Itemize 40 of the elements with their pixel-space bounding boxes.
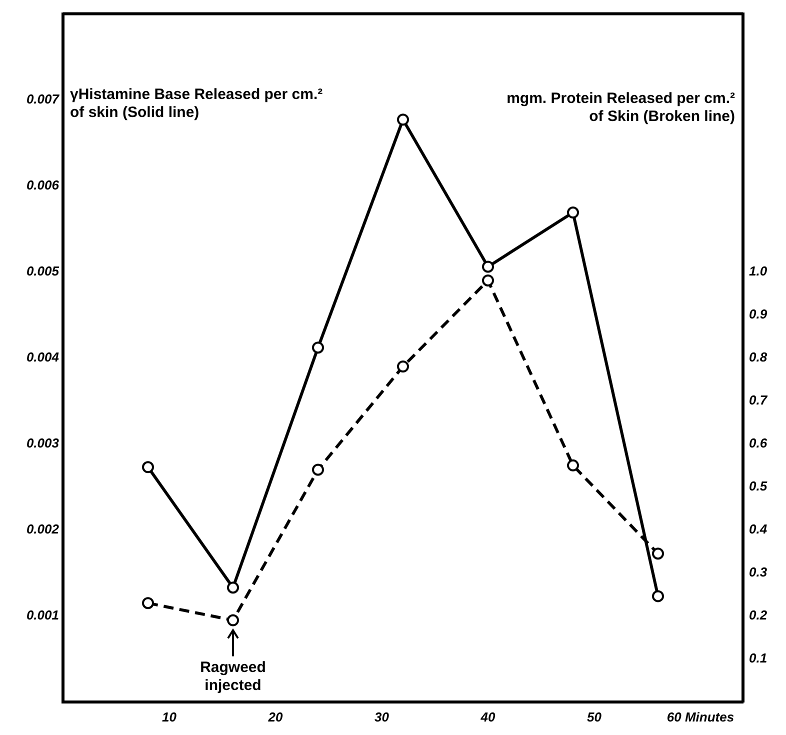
y-tick-label: 0.007 bbox=[26, 91, 60, 106]
point bbox=[227, 614, 239, 626]
point bbox=[312, 464, 324, 476]
y2-tick-label: 0.5 bbox=[749, 478, 768, 494]
x-tick-label: 20 bbox=[267, 709, 284, 724]
point bbox=[142, 597, 154, 610]
y-tick-label: 0.005 bbox=[26, 263, 60, 278]
point bbox=[652, 590, 664, 602]
point bbox=[567, 459, 579, 472]
point bbox=[397, 360, 409, 373]
y2-tick-label: 0.7 bbox=[749, 392, 768, 408]
y-axis-title: γHistamine Base Released per cm.² of skin (Solid line) bbox=[70, 86, 324, 122]
point bbox=[567, 206, 579, 219]
y2-tick-label: 0.6 bbox=[749, 436, 768, 451]
y-tick-label: 0.003 bbox=[26, 436, 60, 451]
point bbox=[482, 274, 494, 286]
x-tick-label: 60 Minutes bbox=[666, 709, 734, 724]
point bbox=[482, 260, 494, 273]
y2-tick-label: 0.8 bbox=[749, 349, 768, 364]
x-tick-label: 30 bbox=[374, 709, 390, 724]
point bbox=[652, 548, 664, 560]
y-tick-label: 0.004 bbox=[26, 349, 60, 364]
y2-tick-label: 0.1 bbox=[749, 650, 768, 666]
y2-tick-label: 0.3 bbox=[749, 564, 768, 580]
y2-tick-label: 0.2 bbox=[749, 608, 768, 623]
y-tick-label: 0.001 bbox=[26, 608, 59, 623]
point bbox=[142, 461, 154, 474]
x-tick-label: 50 bbox=[587, 709, 602, 724]
x-tick-label: 40 bbox=[480, 709, 496, 724]
x-tick-label: 10 bbox=[162, 709, 178, 724]
point bbox=[397, 114, 409, 126]
y2-tick-label: 0.9 bbox=[749, 306, 768, 322]
point bbox=[312, 342, 324, 354]
y-tick-label: 0.006 bbox=[26, 177, 60, 192]
annotation: Ragweed injected bbox=[200, 658, 266, 694]
y2-axis-title: mgm. Protein Released per cm.² of Skin (Broken line) bbox=[506, 90, 735, 126]
y-tick-label: 0.002 bbox=[26, 522, 60, 537]
y2-tick-label: 1.0 bbox=[749, 263, 768, 278]
point bbox=[227, 582, 239, 594]
y2-tick-label: 0.4 bbox=[749, 522, 768, 537]
